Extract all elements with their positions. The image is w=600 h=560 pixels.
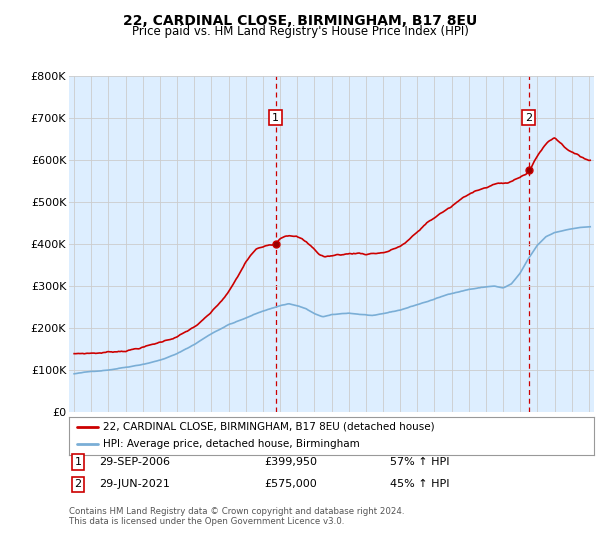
Text: 2: 2	[525, 113, 532, 123]
Text: 45% ↑ HPI: 45% ↑ HPI	[390, 479, 449, 489]
Text: Price paid vs. HM Land Registry's House Price Index (HPI): Price paid vs. HM Land Registry's House …	[131, 25, 469, 38]
Text: 22, CARDINAL CLOSE, BIRMINGHAM, B17 8EU (detached house): 22, CARDINAL CLOSE, BIRMINGHAM, B17 8EU …	[103, 422, 435, 432]
Text: 29-SEP-2006: 29-SEP-2006	[99, 457, 170, 467]
Text: 1: 1	[74, 457, 82, 467]
Text: 57% ↑ HPI: 57% ↑ HPI	[390, 457, 449, 467]
Text: 2: 2	[74, 479, 82, 489]
Text: HPI: Average price, detached house, Birmingham: HPI: Average price, detached house, Birm…	[103, 440, 360, 450]
Text: £399,950: £399,950	[264, 457, 317, 467]
Text: 22, CARDINAL CLOSE, BIRMINGHAM, B17 8EU: 22, CARDINAL CLOSE, BIRMINGHAM, B17 8EU	[123, 14, 477, 28]
Text: £575,000: £575,000	[264, 479, 317, 489]
Text: 1: 1	[272, 113, 279, 123]
Text: Contains HM Land Registry data © Crown copyright and database right 2024.
This d: Contains HM Land Registry data © Crown c…	[69, 507, 404, 526]
Text: 29-JUN-2021: 29-JUN-2021	[99, 479, 170, 489]
